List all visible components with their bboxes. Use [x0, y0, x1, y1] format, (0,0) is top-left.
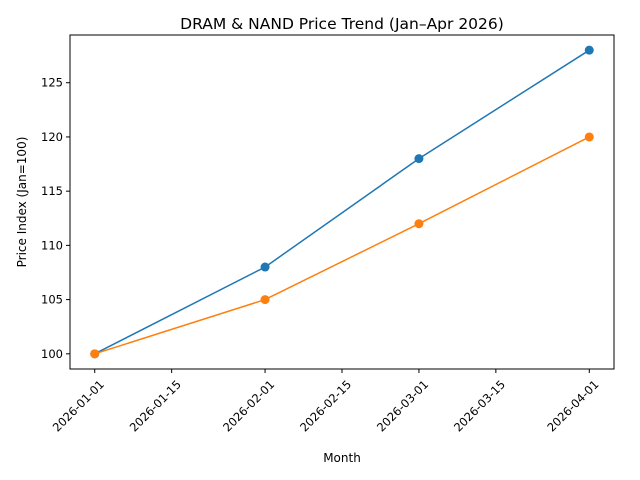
series-2-point: [584, 132, 594, 142]
chart-title: DRAM & NAND Price Trend (Jan–Apr 2026): [180, 15, 504, 33]
x-axis: 2026-01-01 2026-01-15 2026-02-01 2026-02-15…: [50, 369, 601, 434]
series-1-point: [260, 262, 270, 272]
y-tick-label: 100: [41, 347, 63, 361]
y-tick-label: 115: [41, 184, 63, 198]
series-1-point: [584, 45, 594, 55]
x-tick-label: 2026-03-15: [451, 377, 508, 434]
x-tick-label: 2026-03-01: [374, 377, 431, 434]
plot-frame: [69, 34, 615, 370]
y-axis-label: Price Index (Jan=100): [15, 137, 29, 268]
series-1-line: [94, 49, 590, 355]
x-tick-label: 2026-01-01: [50, 377, 107, 434]
x-axis-label: Month: [323, 451, 361, 465]
series-2-point: [414, 219, 424, 229]
y-axis: 100 105 110 115 120 125: [41, 76, 70, 361]
y-tick-label: 125: [41, 76, 63, 90]
series-layer: [90, 45, 594, 359]
series-2-line: [94, 136, 590, 355]
series-1-point: [414, 154, 424, 164]
x-tick-label: 2026-01-15: [127, 377, 184, 434]
x-tick-label: 2026-04-01: [544, 377, 601, 434]
x-tick-label: 2026-02-01: [220, 377, 277, 434]
x-tick-label: 2026-02-15: [297, 377, 354, 434]
y-tick-label: 120: [41, 130, 63, 144]
series-2-point: [260, 295, 270, 305]
y-tick-label: 105: [41, 293, 63, 307]
series-2-point: [90, 349, 100, 359]
y-tick-label: 110: [41, 238, 63, 252]
